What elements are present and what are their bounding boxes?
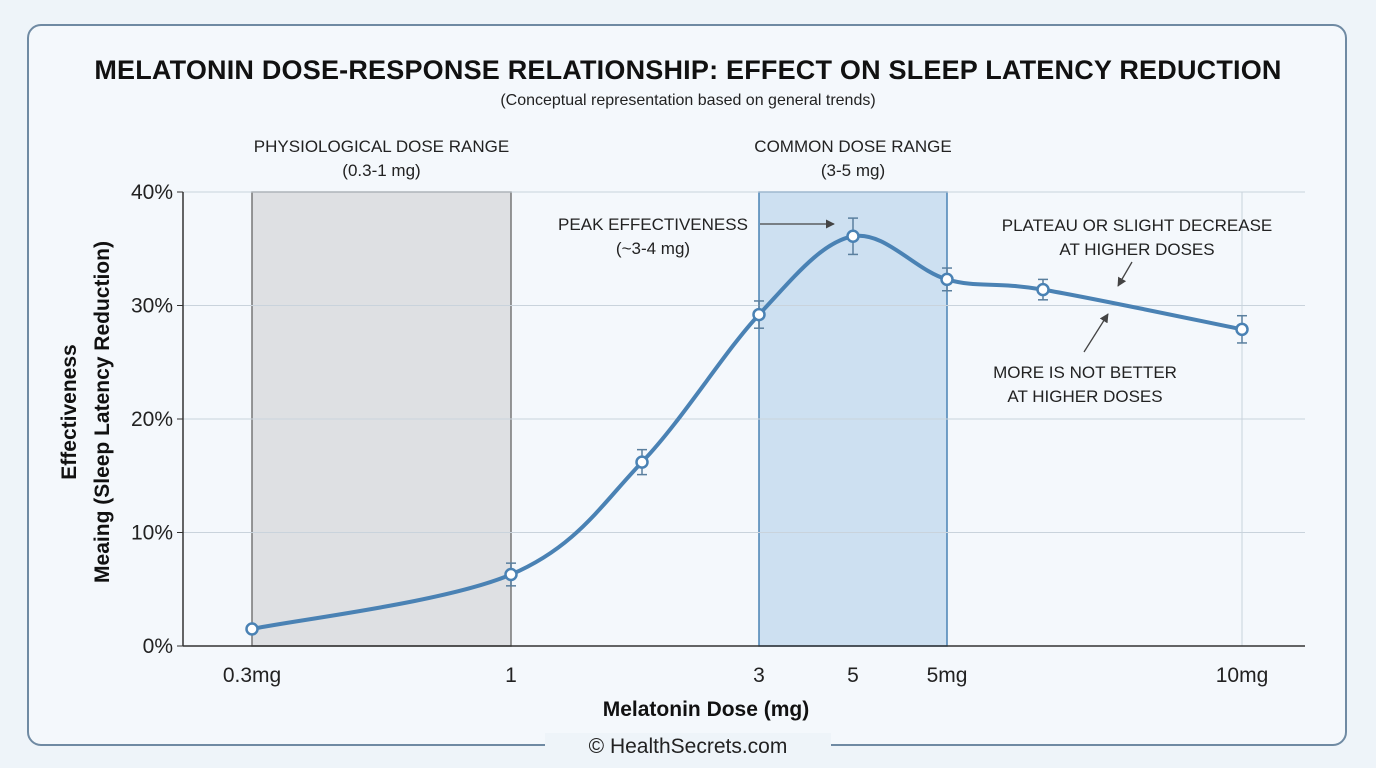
y-tick-label-1: 10%	[131, 522, 173, 545]
annotation-more-arrow	[1083, 313, 1109, 353]
region-label-1: COMMON DOSE RANGE	[754, 137, 951, 156]
x-tick-label-0: 0.3mg	[223, 664, 281, 687]
annotation-peak-line1: PEAK EFFECTIVENESS	[558, 215, 748, 234]
y-tick-label-0: 0%	[143, 635, 173, 658]
data-point-4	[846, 229, 860, 244]
y-axis-label-line2: Meaing (Sleep Latency Reduction)	[91, 241, 114, 583]
x-tick-label-3: 5	[847, 664, 859, 687]
data-point-1	[504, 567, 518, 582]
x-tick-label-1: 1	[505, 664, 517, 687]
data-point-6	[1036, 282, 1050, 297]
data-point-0	[245, 622, 259, 636]
region-sublabel-0: (0.3-1 mg)	[342, 161, 420, 180]
chart-title: MELATONIN DOSE-RESPONSE RELATIONSHIP: EF…	[94, 55, 1282, 85]
data-point-5	[940, 272, 954, 287]
region-sublabel-1: (3-5 mg)	[821, 161, 885, 180]
annotation-plateau-arrow	[1117, 261, 1133, 287]
data-point-7	[1235, 322, 1249, 337]
x-tick-label-2: 3	[753, 664, 765, 687]
annotation-plateau-line2: AT HIGHER DOSES	[1059, 240, 1214, 259]
y-axis-label-line1: Effectiveness	[58, 344, 81, 479]
x-axis-label: Melatonin Dose (mg)	[603, 698, 810, 721]
y-tick-label-4: 40%	[131, 181, 173, 204]
chart-subtitle: (Conceptual representation based on gene…	[500, 92, 876, 109]
footer-copyright: © HealthSecrets.com	[545, 733, 831, 761]
x-tick-label-5: 10mg	[1216, 664, 1269, 687]
x-tick-label-4: 5mg	[927, 664, 968, 687]
annotation-plateau-line1: PLATEAU OR SLIGHT DECREASE	[1002, 216, 1273, 235]
region-label-0: PHYSIOLOGICAL DOSE RANGE	[254, 137, 509, 156]
y-tick-label-3: 30%	[131, 295, 173, 318]
annotation-more-line2: AT HIGHER DOSES	[1007, 387, 1162, 406]
annotation-more-line1: MORE IS NOT BETTER	[993, 363, 1177, 382]
annotation-peak-line2: (~3-4 mg)	[616, 239, 690, 258]
data-point-3	[752, 307, 766, 322]
data-point-2	[635, 455, 649, 469]
y-tick-label-2: 20%	[131, 408, 173, 431]
